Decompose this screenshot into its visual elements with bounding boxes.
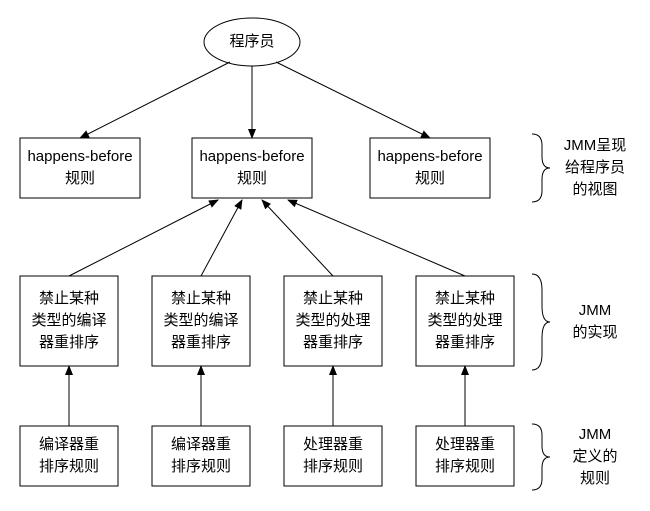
jmm-diagram: 程序员 happens-before 规则 happens-before 规则 happe…	[0, 0, 650, 511]
node-label-hb1: happens-before	[27, 148, 132, 165]
node-label-bot2: 编译器重	[171, 436, 231, 453]
edge-0	[80, 62, 230, 138]
brace-label-2: JMM	[579, 426, 612, 443]
node-label-mid3: 类型的处理	[295, 312, 370, 329]
node-label-hb2: 规则	[237, 170, 267, 187]
node-label-hb1: 规则	[65, 170, 95, 187]
brace-2	[532, 424, 550, 490]
brace-0	[532, 134, 550, 202]
node-label-bot1: 排序规则	[39, 458, 99, 475]
node-label-bot2: 排序规则	[171, 458, 231, 475]
brace-label-0: 给程序员	[565, 159, 625, 176]
edge-2	[276, 62, 430, 138]
brace-label-0: JMM呈现	[564, 137, 627, 154]
node-label-hb3: happens-before	[377, 148, 482, 165]
brace-label-0: 的视图	[572, 181, 617, 198]
node-label-mid4: 器重排序	[435, 334, 495, 351]
brace-label-1: 的实现	[572, 324, 617, 341]
node-label-mid3: 禁止某种	[303, 290, 363, 307]
node-label-mid2: 器重排序	[171, 334, 231, 351]
node-label-mid1: 禁止某种	[39, 290, 99, 307]
node-label-bot1: 编译器重	[39, 436, 99, 453]
node-label-hb2: happens-before	[199, 148, 304, 165]
node-label-mid1: 器重排序	[39, 334, 99, 351]
node-label-bot4: 排序规则	[435, 458, 495, 475]
edge-4	[201, 200, 242, 276]
node-label-bot3: 处理器重	[303, 436, 363, 453]
node-label-hb3: 规则	[415, 170, 445, 187]
node-label-mid1: 类型的编译	[31, 312, 106, 329]
edge-3	[69, 200, 218, 276]
node-label-mid2: 类型的编译	[163, 312, 238, 329]
node-label-bot3: 排序规则	[303, 458, 363, 475]
node-label-mid4: 类型的处理	[427, 312, 502, 329]
node-label-mid2: 禁止某种	[171, 290, 231, 307]
brace-label-2: 规则	[580, 470, 610, 487]
brace-label-2: 定义的	[572, 448, 617, 465]
node-label-bot4: 处理器重	[435, 436, 495, 453]
node-label-root: 程序员	[229, 33, 274, 50]
node-label-mid4: 禁止某种	[435, 290, 495, 307]
node-label-mid3: 器重排序	[303, 334, 363, 351]
brace-1	[532, 274, 550, 370]
edge-5	[262, 200, 333, 276]
edge-6	[288, 200, 465, 276]
brace-label-1: JMM	[579, 302, 612, 319]
